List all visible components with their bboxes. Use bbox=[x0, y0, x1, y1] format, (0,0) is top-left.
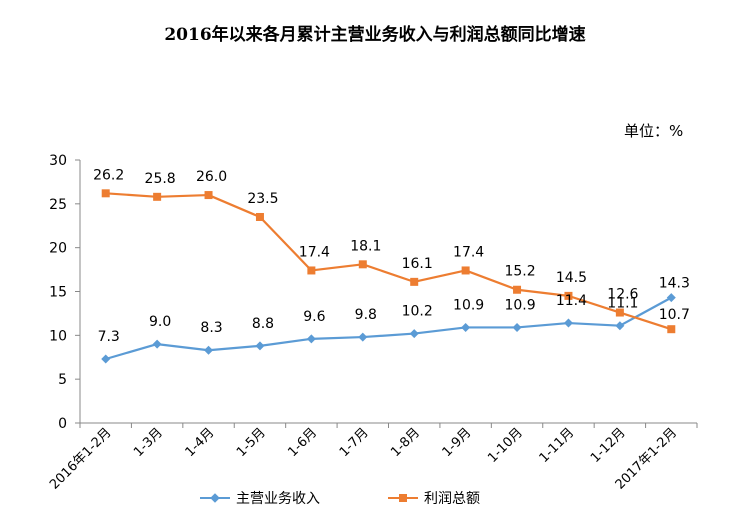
series-line-revenue bbox=[105, 296, 672, 361]
data-point-revenue bbox=[666, 293, 676, 303]
x-tick-label: 1-10月 bbox=[485, 425, 526, 466]
data-label-revenue: 11.1 bbox=[607, 296, 638, 312]
data-point-revenue bbox=[101, 354, 111, 364]
data-point-revenue bbox=[615, 321, 625, 331]
y-tick-label: 5 bbox=[58, 372, 67, 388]
x-tick-label: 2016年1-2月 bbox=[47, 425, 114, 492]
data-label-revenue: 10.9 bbox=[453, 297, 484, 313]
x-tick-label: 1-6月 bbox=[285, 425, 320, 460]
data-point-revenue bbox=[358, 332, 368, 342]
x-tick-label: 1-5月 bbox=[234, 425, 269, 460]
data-label-profit: 25.8 bbox=[145, 171, 176, 187]
x-tick-label: 1-4月 bbox=[183, 425, 218, 460]
legend-item-profit: 利润总额 bbox=[388, 488, 480, 508]
data-label-profit: 15.2 bbox=[504, 264, 535, 280]
data-label-profit: 17.4 bbox=[453, 244, 484, 260]
data-label-profit: 23.5 bbox=[247, 191, 278, 207]
data-label-revenue: 9.8 bbox=[355, 307, 377, 323]
data-point-profit bbox=[513, 285, 522, 294]
data-label-profit: 17.4 bbox=[299, 244, 330, 260]
legend-label-revenue: 主营业务收入 bbox=[236, 491, 320, 507]
data-label-revenue: 10.9 bbox=[504, 297, 535, 313]
x-tick-label: 1-8月 bbox=[388, 425, 423, 460]
data-point-profit bbox=[564, 291, 573, 300]
data-point-profit bbox=[461, 266, 470, 275]
unit-label: 单位：% bbox=[624, 122, 684, 140]
data-label-revenue: 8.8 bbox=[252, 316, 274, 332]
x-tick-label: 1-3月 bbox=[131, 425, 166, 460]
data-label-revenue: 8.3 bbox=[200, 320, 222, 336]
legend-swatch-profit bbox=[388, 492, 418, 504]
data-label-profit: 10.7 bbox=[659, 307, 690, 323]
data-point-profit bbox=[204, 191, 213, 200]
y-tick-label: 30 bbox=[49, 153, 67, 169]
y-tick-label: 15 bbox=[49, 285, 67, 301]
data-label-revenue: 7.3 bbox=[98, 329, 120, 345]
data-label-profit: 16.1 bbox=[402, 256, 433, 272]
chart-title: 2016年以来各月累计主营业务收入与利润总额同比增速 bbox=[164, 25, 586, 45]
data-point-profit bbox=[667, 325, 676, 334]
data-label-revenue: 11.4 bbox=[556, 293, 587, 309]
data-label-revenue: 9.6 bbox=[303, 309, 325, 325]
y-tick-label: 0 bbox=[58, 416, 67, 432]
y-tick-label: 10 bbox=[49, 328, 67, 344]
data-point-profit bbox=[615, 308, 624, 317]
data-label-profit: 26.2 bbox=[93, 167, 124, 183]
data-label-profit: 12.6 bbox=[607, 287, 638, 303]
x-tick-label: 1-9月 bbox=[440, 425, 475, 460]
data-label-revenue: 14.3 bbox=[659, 276, 690, 292]
data-point-profit bbox=[358, 260, 367, 269]
data-point-profit bbox=[410, 277, 419, 286]
legend-item-revenue: 主营业务收入 bbox=[200, 488, 320, 508]
data-point-profit bbox=[101, 189, 110, 198]
legend-label-profit: 利润总额 bbox=[424, 491, 480, 507]
data-point-profit bbox=[307, 266, 316, 275]
y-tick-label: 20 bbox=[49, 241, 67, 257]
data-point-revenue bbox=[255, 341, 265, 351]
data-label-profit: 26.0 bbox=[196, 169, 227, 185]
x-tick-label: 1-11月 bbox=[537, 425, 578, 466]
data-point-profit bbox=[153, 192, 162, 201]
data-point-revenue bbox=[306, 334, 316, 344]
data-label-profit: 14.5 bbox=[556, 270, 587, 286]
y-tick-label: 25 bbox=[49, 197, 67, 213]
data-point-revenue bbox=[152, 339, 162, 349]
data-point-revenue bbox=[409, 329, 419, 339]
data-point-revenue bbox=[563, 318, 573, 328]
x-tick-label: 1-7月 bbox=[337, 425, 372, 460]
legend-swatch-revenue bbox=[200, 492, 230, 504]
data-point-revenue bbox=[512, 322, 522, 332]
data-label-revenue: 9.0 bbox=[149, 314, 171, 330]
data-point-revenue bbox=[204, 345, 214, 355]
data-label-revenue: 10.2 bbox=[402, 304, 433, 320]
data-point-profit bbox=[255, 212, 264, 221]
x-tick-label: 1-12月 bbox=[588, 425, 629, 466]
data-label-profit: 18.1 bbox=[350, 238, 381, 254]
data-point-revenue bbox=[461, 322, 471, 332]
series-line-profit bbox=[105, 192, 672, 331]
